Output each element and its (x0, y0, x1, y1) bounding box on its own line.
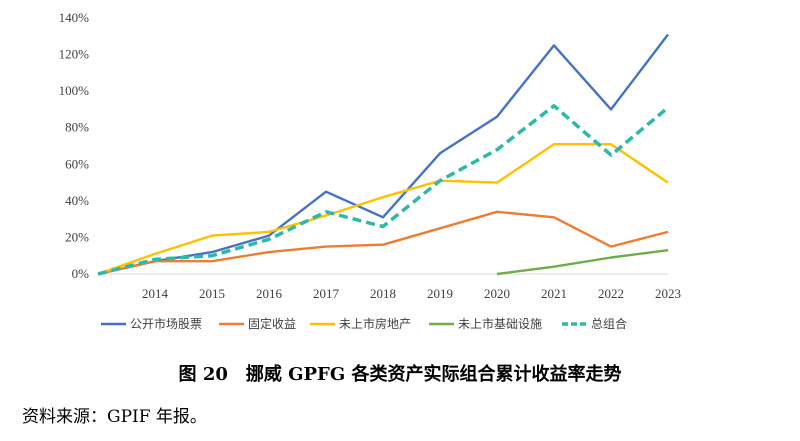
y-tick-label: 120% (59, 47, 90, 62)
y-tick-label: 140% (59, 10, 90, 25)
legend-label: 公开市场股票 (130, 316, 202, 331)
x-tick-label: 2014 (142, 286, 169, 301)
y-tick-label: 40% (65, 193, 89, 208)
series-line-0 (97, 33, 669, 276)
series-line-3 (496, 249, 669, 276)
source-note: 资料来源：GPIF 年报。 (22, 407, 207, 427)
y-tick-label: 0% (72, 266, 90, 281)
legend-label: 总组合 (591, 316, 627, 331)
x-tick-label: 2020 (484, 286, 510, 301)
series-line-2 (97, 142, 669, 276)
figure-caption: 图 20 挪威 GPFG 各类资产实际组合累计收益率走势 (178, 364, 622, 385)
legend-label: 固定收益 (248, 316, 296, 331)
y-tick-label: 80% (65, 120, 89, 135)
x-axis: 2014 2015 2016 2017 2018 2019 2020 2021 2022 2023 (98, 273, 681, 301)
x-tick-label: 2015 (199, 286, 225, 301)
y-tick-label: 20% (65, 229, 89, 244)
x-tick-label: 2019 (427, 286, 453, 301)
legend: 公开市场股票 固定收益 未上市房地产 未上市基础设施 总组合 (101, 316, 627, 331)
x-tick-label: 2016 (256, 286, 283, 301)
y-tick-label: 60% (65, 156, 89, 171)
legend-label: 未上市基础设施 (458, 316, 542, 331)
x-tick-label: 2022 (598, 286, 624, 301)
legend-label: 未上市房地产 (339, 316, 411, 331)
x-tick-label: 2023 (655, 286, 681, 301)
y-tick-label: 100% (59, 83, 90, 98)
x-tick-label: 2017 (313, 286, 340, 301)
series-layer (97, 33, 670, 276)
x-tick-label: 2018 (370, 286, 396, 301)
series-line-1 (97, 210, 669, 276)
x-tick-label: 2021 (541, 286, 567, 301)
series-line-4 (97, 104, 670, 276)
line-chart: 0%20%40%60%80%100%120%140% 2014 2015 2016 2… (59, 10, 681, 331)
y-axis: 0% 20% 40% 60% 80% 100% 120% 140% (59, 10, 90, 281)
